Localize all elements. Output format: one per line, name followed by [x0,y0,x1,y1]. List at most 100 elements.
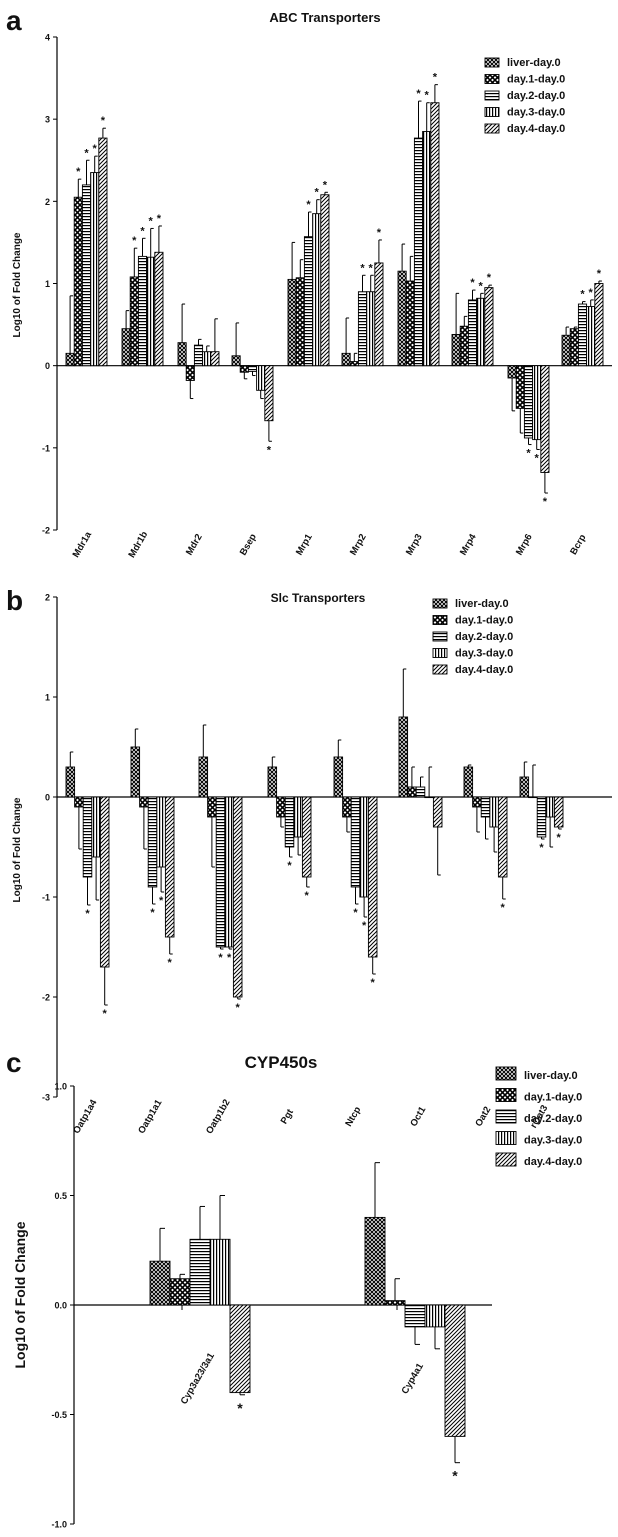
bar [301,796,312,878]
legend-label: day.4-day.0 [507,123,565,135]
significance-star: * [287,860,292,872]
bar [293,796,303,838]
legend-label: day.1-day.0 [524,1092,582,1104]
significance-star: * [589,287,594,299]
legend-label: day.3-day.0 [524,1135,582,1147]
bar [577,303,588,367]
legend-label: liver-day.0 [455,598,509,610]
bar [424,796,434,799]
bar [459,325,469,367]
bar [357,291,368,367]
bar [121,328,131,367]
y-tick-label: -2 [42,993,50,1003]
panel-a-letter: a [6,5,22,36]
bar [90,172,100,367]
legend-swatch [495,1066,517,1081]
bar [444,1304,466,1437]
significance-star: * [85,908,90,920]
bar [422,131,432,367]
legend-swatch [432,648,448,658]
bar [476,297,486,367]
panel-a-y-axis-label: Log10 of Fold Change [12,232,23,337]
significance-star: * [157,213,162,225]
bar [247,365,258,372]
bar [515,365,525,409]
y-tick-label: 0 [45,361,50,371]
significance-star: * [76,166,81,178]
bar [193,344,204,367]
panel-c-letter: c [6,1047,22,1078]
legend-swatch [432,598,448,609]
x-category-label: Pgt [279,1107,297,1126]
bar [540,365,550,473]
significance-star: * [470,277,475,289]
legend-swatch [495,1131,517,1145]
y-tick-label: 3 [45,115,50,125]
bar [295,277,305,367]
significance-star: * [306,199,311,211]
significance-star: * [218,952,223,964]
legend-label: day.2-day.0 [455,631,513,643]
bar [73,196,83,367]
x-category-label: Mrp4 [458,532,479,558]
significance-star: * [416,88,421,100]
x-category-label: Oatp1b2 [204,1098,233,1136]
legend-swatch [495,1109,517,1124]
bar [594,283,604,367]
bar [232,796,243,998]
bar [149,1260,171,1306]
y-tick-label: -3 [42,1093,50,1103]
bar [405,280,415,367]
y-tick-label: 2 [45,197,50,207]
bar [463,766,474,798]
x-category-label: Oatp1a1 [136,1097,165,1136]
y-tick-label: 1.0 [54,1082,67,1092]
significance-star: * [433,72,438,84]
bar [359,796,369,898]
x-category-label: Bsep [238,532,259,558]
bar [224,796,234,948]
bar [82,796,93,878]
significance-star: * [236,1002,241,1014]
bar [341,352,351,367]
bar [480,796,491,818]
bar [430,102,440,367]
legend-label: day.3-day.0 [507,107,565,119]
y-tick-label: 0.0 [54,1301,67,1311]
y-tick-label: 4 [45,33,50,43]
y-tick-label: 1 [45,279,50,289]
bar [169,1278,191,1306]
bar [99,796,110,968]
significance-star: * [452,1468,458,1484]
bar [239,365,249,373]
panel-b-y-axis-label: Log10 of Fold Change [12,797,23,902]
legend-label: day.2-day.0 [524,1113,582,1125]
bar [349,361,359,367]
significance-star: * [369,262,374,274]
x-category-label: Mrp3 [404,532,425,557]
bar [472,796,482,808]
significance-star: * [140,225,145,237]
significance-star: * [168,957,173,969]
y-tick-label: 2 [45,593,50,603]
bar [74,796,84,808]
bar [164,796,175,938]
significance-star: * [526,448,531,460]
bar [398,716,409,798]
bar [333,756,344,798]
y-tick-label: 0 [45,793,50,803]
legend-swatch [495,1152,517,1167]
panel-b-title: Slc Transporters [271,591,366,605]
bar [65,352,75,367]
x-category-label: Mrp1 [294,532,315,558]
bar [139,796,149,808]
x-category-label: Mrp6 [514,532,535,557]
bar [497,796,508,878]
panel-a-title: ABC Transporters [269,10,380,25]
x-category-label: Oat2 [473,1105,493,1129]
significance-star: * [150,907,155,919]
y-tick-label: 0.5 [54,1191,67,1201]
bar [129,276,139,367]
significance-star: * [237,1400,243,1416]
bar [264,365,274,422]
